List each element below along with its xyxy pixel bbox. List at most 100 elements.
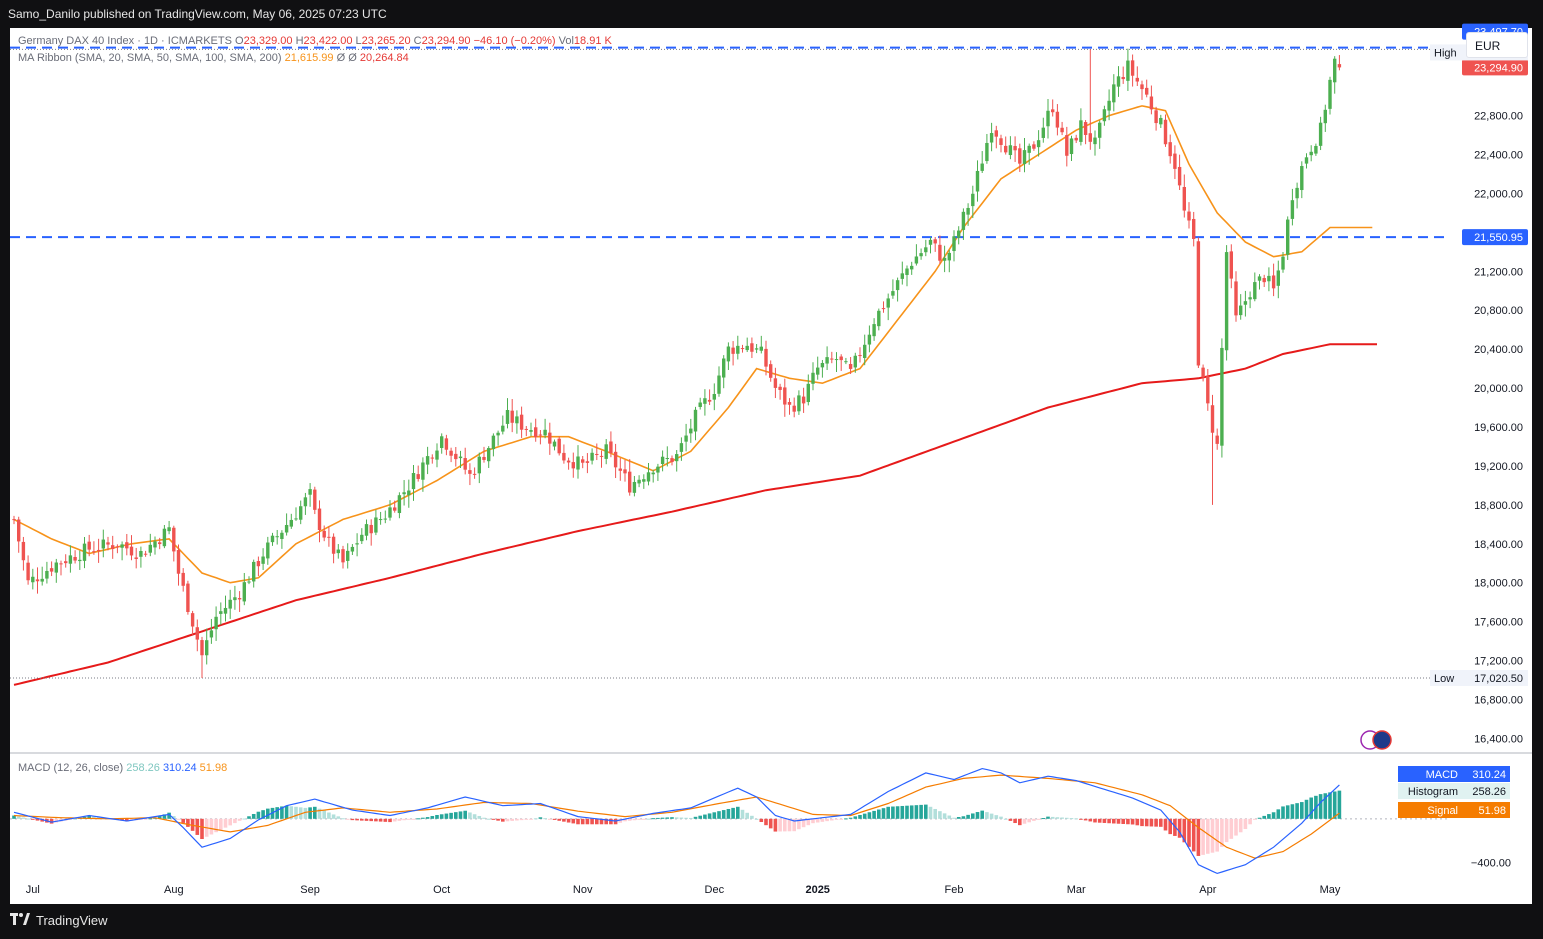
candle-body	[1281, 256, 1285, 270]
candle-body	[1234, 281, 1238, 316]
macd-histogram-bar	[895, 806, 900, 819]
candle-body	[92, 551, 96, 553]
macd-histogram-bar	[313, 806, 317, 819]
macd-histogram-bar	[1036, 818, 1041, 820]
candle-body	[1107, 100, 1111, 111]
macd-histogram-bar	[867, 812, 872, 819]
candle-body	[87, 541, 91, 550]
symbol-legend: Germany DAX 40 Index · 1D · ICMARKETS O2…	[18, 35, 612, 47]
candle-body	[1304, 157, 1309, 164]
candle-body	[736, 345, 740, 354]
macd-histogram-bar	[383, 818, 388, 822]
candle-body	[31, 576, 35, 583]
macd-histogram-bar	[515, 818, 519, 821]
currency-label: EUR	[1475, 39, 1501, 53]
candle-body	[407, 490, 411, 496]
candle-body	[1013, 146, 1017, 151]
candle-body	[444, 438, 449, 450]
candle-body	[816, 367, 820, 375]
macd-histogram-bar	[1229, 818, 1234, 839]
macd-histogram-bar	[806, 818, 811, 826]
ma-legend: MA Ribbon (SMA, 20, SMA, 50, SMA, 100, S…	[18, 52, 409, 64]
candle-body	[134, 557, 138, 559]
candle-body	[919, 253, 923, 257]
candle-body	[505, 410, 510, 424]
macd-histogram-bar	[985, 812, 989, 819]
macd-histogram-bar	[881, 808, 886, 819]
candle-body	[1314, 145, 1318, 154]
candle-body	[722, 358, 726, 378]
candle-body	[491, 435, 496, 450]
macd-histogram-bar	[284, 805, 289, 819]
macd-histogram-bar	[637, 818, 641, 820]
macd-histogram-bar	[1332, 791, 1337, 819]
tradingview-logo[interactable]: TradingView	[10, 912, 108, 928]
candle-body	[989, 133, 994, 143]
macd-histogram-bar	[430, 816, 435, 819]
macd-histogram-bar	[848, 817, 853, 819]
candle-body	[1309, 151, 1313, 156]
macd-histogram-bar	[1060, 817, 1064, 819]
candle-body	[886, 298, 890, 308]
macd-histogram-bar	[1309, 797, 1313, 819]
macd-histogram-bar	[341, 818, 345, 820]
macd-histogram-bar	[336, 816, 341, 819]
candle-body	[1018, 148, 1022, 164]
event-icons[interactable]	[1360, 730, 1392, 750]
macd-histogram-bar	[491, 818, 496, 820]
candle-body	[1145, 87, 1149, 95]
candle-body	[783, 387, 787, 405]
candle-body	[858, 355, 862, 357]
candle-body	[45, 570, 49, 579]
macd-histogram-bar	[801, 818, 806, 828]
macd-histogram-bar	[289, 806, 294, 819]
candle-body	[820, 362, 825, 368]
candle-body	[524, 428, 528, 430]
macd-histogram-bar	[1253, 818, 1257, 820]
candle-body	[468, 470, 472, 474]
macd-histogram-bar	[463, 810, 467, 819]
candle-body	[12, 519, 16, 521]
macd-histogram-bar	[609, 818, 613, 825]
macd-histogram-bar	[778, 818, 782, 832]
macd-histogram-bar	[1149, 818, 1154, 827]
candle-body	[1243, 301, 1248, 305]
candle-body	[308, 489, 312, 495]
publisher-text: Samo_Danilo published on TradingView.com…	[8, 7, 387, 21]
signal-axis-label-label-bg	[1398, 802, 1462, 818]
candle-body	[764, 348, 768, 367]
macd-histogram-bar	[1013, 818, 1017, 824]
macd-histogram-bar	[956, 816, 961, 819]
candle-body	[543, 429, 547, 436]
candle-body	[571, 462, 575, 469]
candle-body	[242, 582, 246, 602]
macd-histogram-bar	[670, 817, 674, 819]
candle-body	[487, 448, 491, 462]
candle-body	[322, 530, 326, 538]
macd-histogram-bar	[585, 818, 590, 825]
candle-body	[496, 432, 500, 436]
macd-histogram-bar	[458, 811, 463, 819]
macd-histogram-bar	[1224, 818, 1229, 843]
currency-selector[interactable]: EUR	[1466, 32, 1528, 58]
candle-body	[1187, 211, 1191, 221]
ohlc-open: O23,329.00	[235, 35, 293, 47]
candle-body	[378, 519, 383, 521]
candle-body	[759, 346, 763, 351]
macd-histogram-bar	[590, 818, 594, 825]
candle-body	[787, 402, 792, 405]
candle-body	[1154, 110, 1158, 124]
tradingview-mark-icon	[10, 912, 30, 928]
macd-histogram-bar	[1281, 806, 1285, 819]
time-tick: Apr	[1199, 884, 1216, 896]
macd-histogram-bar	[496, 818, 500, 821]
macd-histogram-bar	[689, 817, 693, 819]
macd-histogram-bar	[975, 812, 980, 819]
candle-body	[632, 481, 637, 493]
histogram-axis-label: Histogram 258.26	[1398, 783, 1510, 799]
candle-body	[1022, 150, 1027, 165]
candle-body	[534, 427, 538, 438]
price-tick: 21,200.00	[1474, 266, 1523, 278]
candle-body	[609, 441, 613, 454]
